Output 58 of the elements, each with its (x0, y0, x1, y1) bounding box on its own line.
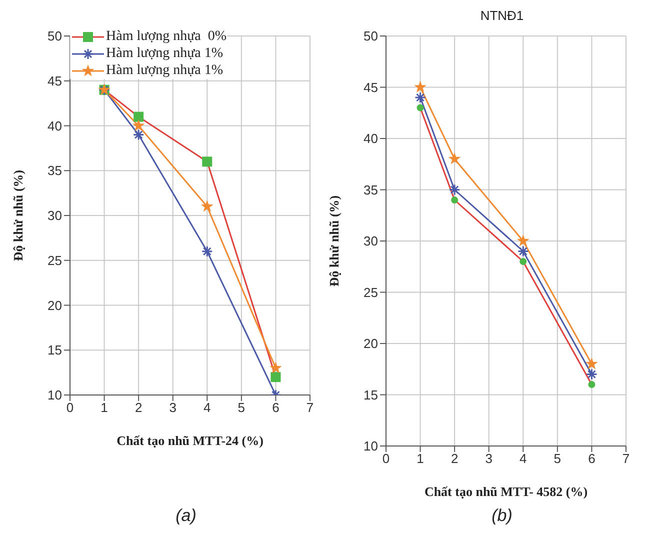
x-tick-label: 2 (134, 400, 142, 416)
point (134, 112, 144, 122)
point (520, 258, 527, 265)
y-tick-label: 30 (48, 208, 62, 224)
x-tick-label: 3 (485, 451, 492, 466)
point (451, 196, 458, 204)
x-tick-label: 6 (272, 400, 280, 416)
point (270, 372, 281, 382)
y-tick-label: 25 (48, 252, 62, 268)
legend-label: Hàm lượng nhựa 1% (106, 62, 224, 78)
y-tick-label: 50 (364, 28, 378, 44)
legend-label: Hàm lượng nhựa 1% (106, 46, 224, 62)
y-tick-label: 45 (364, 80, 378, 95)
point (588, 381, 596, 388)
text: (b) (490, 506, 514, 526)
point (586, 358, 598, 370)
y-tick-label: 40 (48, 118, 62, 134)
x-tick-label: 0 (382, 451, 390, 466)
y-tick-label: 30 (364, 234, 378, 249)
y-tick-label: 25 (364, 284, 378, 300)
x-tick-label: 7 (622, 451, 630, 466)
point (416, 104, 424, 112)
legend-label: Hàm lượng nhựa 0% (106, 28, 227, 44)
point (270, 362, 282, 374)
y-tick-label: 35 (48, 163, 62, 178)
y-tick-label: 40 (364, 131, 378, 146)
x-tick-label: 1 (100, 400, 108, 416)
x-tick-label: 5 (554, 451, 562, 466)
x-tick-label: 7 (306, 400, 314, 416)
x-tick-label: 1 (416, 451, 424, 466)
y-tick-label: 10 (48, 388, 62, 403)
y-tick-label: 15 (364, 387, 378, 402)
y-axis-title: Độ khử nhũ (%) (326, 195, 342, 287)
x-tick-label: 6 (588, 451, 596, 466)
y-tick-label: 20 (48, 298, 62, 313)
point (414, 80, 426, 93)
point (516, 234, 530, 246)
chart-title: NTNĐ1 (480, 8, 524, 23)
point (132, 119, 145, 132)
y-tick-label: 50 (48, 28, 62, 44)
point (202, 156, 212, 167)
x-axis-title: Chất tạo nhũ MTT-24 (%) (116, 433, 264, 448)
y-tick-label: 15 (48, 342, 62, 358)
x-tick-label: 5 (238, 400, 246, 416)
y-axis-title: Độ khử nhũ (%) (10, 170, 26, 262)
y-tick-label: 20 (364, 336, 378, 352)
point (200, 200, 214, 212)
x-tick-label: 4 (520, 451, 527, 466)
y-tick-label: 45 (48, 73, 62, 88)
x-tick-label: 0 (66, 400, 74, 416)
y-tick-label: 35 (364, 182, 378, 198)
x-axis-title: Chất tạo nhũ MTT- 4582 (%) (424, 484, 588, 499)
point (448, 152, 461, 164)
x-tick-label: 3 (169, 400, 176, 416)
y-tick-label: 10 (364, 438, 378, 454)
text: (a) (174, 506, 198, 526)
x-tick-label: 2 (450, 451, 458, 466)
x-tick-label: 4 (204, 400, 211, 416)
